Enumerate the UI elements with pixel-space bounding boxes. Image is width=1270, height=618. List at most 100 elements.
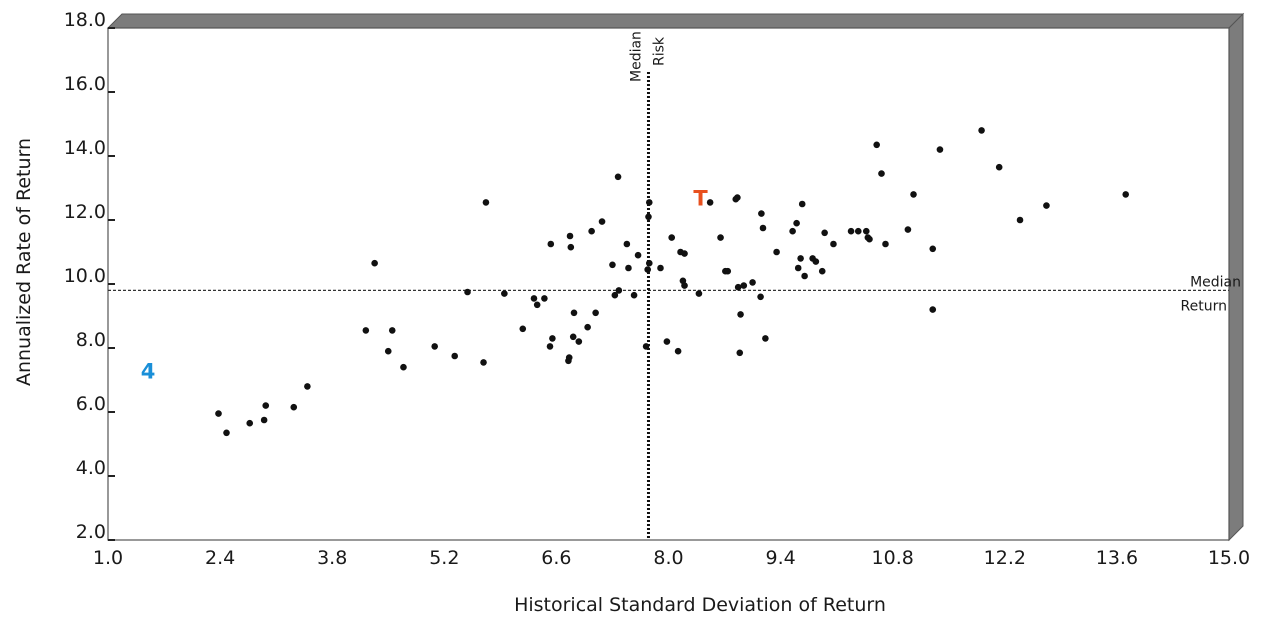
- data-point: [588, 227, 595, 235]
- data-point: [758, 210, 765, 217]
- data-point: [541, 295, 548, 302]
- data-point: [873, 141, 880, 149]
- data-point: [995, 163, 1003, 171]
- median-return-label-line2: Return: [1181, 298, 1227, 314]
- y-tick-label: 8.0: [76, 329, 106, 351]
- data-point: [789, 227, 796, 235]
- data-point: [929, 245, 937, 253]
- data-point: [304, 383, 311, 390]
- data-point: [480, 359, 487, 366]
- data-point: [978, 127, 985, 134]
- data-point: [431, 343, 438, 350]
- data-point: [657, 264, 664, 272]
- data-point: [798, 200, 806, 208]
- x-tick-label: 8.0: [653, 547, 683, 569]
- data-point: [549, 335, 556, 342]
- data-point: [260, 416, 268, 424]
- data-point: [904, 226, 912, 233]
- x-tick-label: 1.0: [93, 547, 123, 569]
- data-point: [451, 352, 459, 360]
- data-point: [533, 301, 541, 309]
- data-point: [757, 293, 764, 301]
- x-axis-ticks: 1.0 2.4 3.8 5.2 6.6 8.0 9.4 10.8 12.2 13.6 15.0: [93, 547, 1250, 569]
- data-point: [706, 199, 714, 206]
- x-axis-title: Historical Standard Deviation of Return: [514, 594, 886, 616]
- data-point: [565, 354, 573, 361]
- x-tick-label: 9.4: [765, 547, 795, 569]
- data-point: [797, 255, 804, 262]
- y-tick-label: 2.0: [76, 521, 106, 543]
- data-point: [645, 259, 653, 267]
- data-point: [724, 267, 732, 275]
- data-point: [882, 240, 889, 248]
- data-point: [878, 170, 885, 177]
- data-point: [681, 282, 688, 289]
- data-point: [530, 295, 538, 302]
- data-point: [734, 194, 741, 201]
- data-point: [801, 272, 808, 280]
- data-point: [262, 402, 270, 409]
- data-point: [634, 251, 642, 259]
- data-point: [645, 213, 652, 221]
- x-tick-label: 3.8: [317, 547, 347, 569]
- median-return-label-line1: Median: [1190, 274, 1241, 290]
- data-point: [773, 248, 780, 256]
- data-point: [645, 199, 653, 206]
- y-tick-label: 16.0: [64, 73, 106, 95]
- data-point: [592, 309, 599, 317]
- y-tick-label: 10.0: [64, 265, 106, 287]
- data-point: [862, 227, 870, 235]
- data-point: [625, 264, 632, 272]
- data-point: [695, 290, 703, 297]
- y-tick-label: 6.0: [76, 393, 106, 415]
- y-axis-ticks: 2.0 4.0 6.0 8.0 10.0 12.0 14.0 16.0 18.0: [64, 9, 115, 543]
- data-point: [575, 338, 583, 345]
- data-point: [569, 333, 577, 341]
- highlight-marker: 4: [141, 359, 156, 383]
- data-point: [644, 266, 651, 273]
- data-point: [630, 291, 638, 299]
- data-point: [749, 279, 756, 286]
- data-point: [642, 343, 650, 350]
- data-point: [501, 290, 508, 297]
- data-point: [547, 240, 555, 248]
- data-point: [1122, 191, 1130, 198]
- data-point: [736, 349, 744, 357]
- data-point: [388, 327, 396, 334]
- data-point: [847, 227, 855, 235]
- data-point: [519, 325, 527, 333]
- data-point: [611, 291, 619, 299]
- data-point: [793, 219, 800, 227]
- x-tick-label: 2.4: [205, 547, 235, 569]
- data-point: [910, 191, 917, 198]
- x-tick-label: 15.0: [1208, 547, 1250, 569]
- x-tick-label: 12.2: [984, 547, 1026, 569]
- data-point: [812, 258, 820, 265]
- highlight-marker: T: [693, 187, 708, 211]
- frame-top-face: [106, 13, 1245, 29]
- x-tick-label: 5.2: [429, 547, 459, 569]
- data-point: [762, 335, 769, 342]
- data-point: [623, 240, 631, 248]
- data-point: [830, 240, 837, 248]
- data-point: [598, 218, 606, 225]
- data-point: [854, 227, 862, 235]
- plot-area: [107, 27, 1230, 541]
- data-point: [371, 259, 378, 267]
- median-risk-label-line1: Median: [628, 31, 644, 82]
- data-point: [464, 288, 471, 296]
- data-point: [384, 347, 392, 355]
- data-point: [794, 264, 802, 272]
- data-point: [821, 229, 828, 237]
- highlighted-points: T4: [141, 187, 709, 384]
- x-tick-label: 13.6: [1096, 547, 1138, 569]
- data-point: [246, 419, 254, 427]
- data-point: [400, 363, 407, 371]
- data-point: [717, 234, 724, 241]
- data-point: [1016, 216, 1024, 224]
- y-tick-label: 12.0: [64, 201, 106, 223]
- data-point: [584, 323, 591, 331]
- data-point: [566, 232, 574, 240]
- y-tick-label: 14.0: [64, 137, 106, 159]
